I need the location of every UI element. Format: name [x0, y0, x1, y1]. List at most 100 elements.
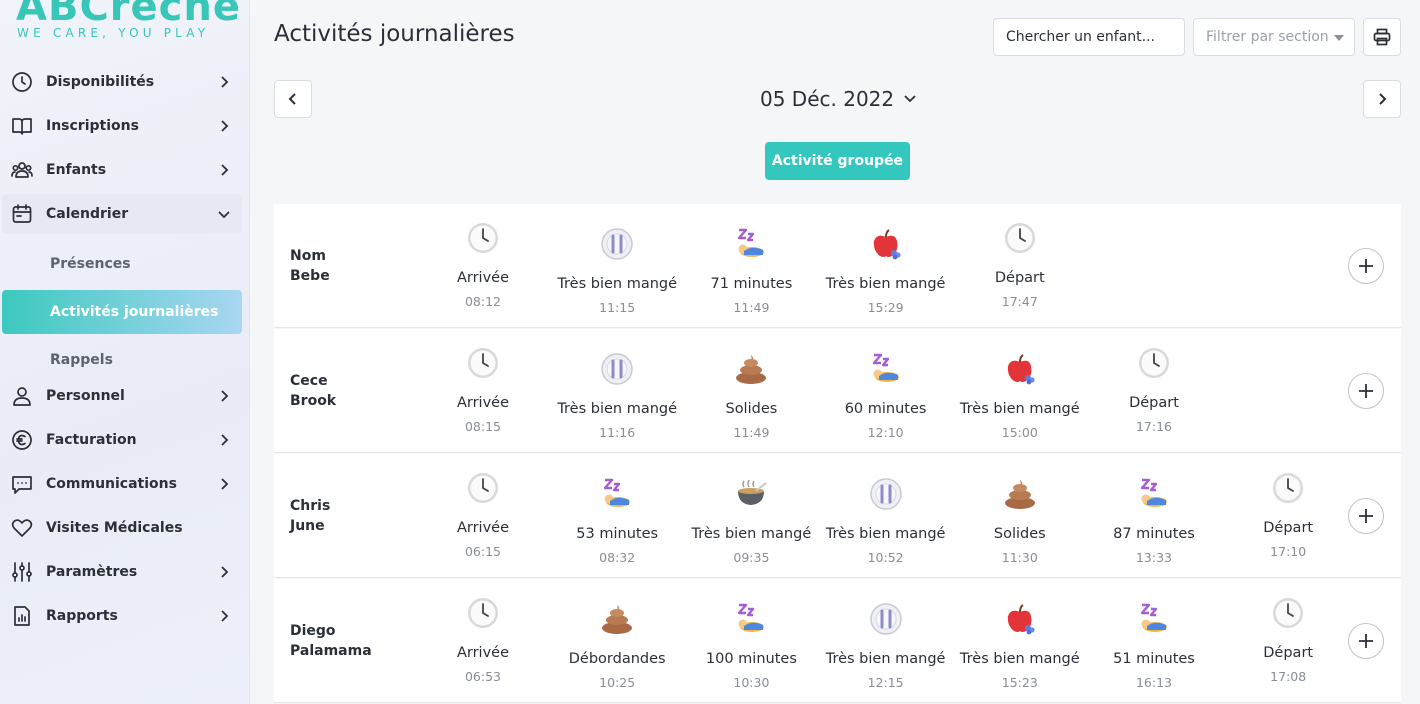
menu-item[interactable]: Inscriptions	[2, 106, 242, 146]
icon	[601, 228, 633, 260]
activity[interactable]: Très bien mangé 15:29	[819, 224, 953, 315]
activity[interactable]: Départ 17:08	[1221, 593, 1355, 684]
activity[interactable]: Très bien mangé 11:15	[550, 224, 684, 315]
activity[interactable]: 53 minutes 08:32	[550, 474, 684, 565]
menu-label: Visites Médicales	[46, 520, 183, 536]
icon	[873, 229, 901, 260]
chevron-right	[1379, 93, 1387, 105]
activity[interactable]: Très bien mangé 15:23	[953, 599, 1087, 690]
submenu-item[interactable]: Rappels	[50, 352, 113, 368]
activity[interactable]: 71 minutes 11:49	[684, 224, 818, 315]
activity-icon	[819, 224, 953, 264]
icon	[468, 473, 498, 503]
child-name: Diego Palamama	[290, 621, 372, 661]
menu-arrow	[221, 390, 229, 402]
activity[interactable]: Arrivée 06:53	[416, 593, 550, 684]
activity[interactable]: 51 minutes 16:13	[1087, 599, 1221, 690]
activity[interactable]: Très bien mangé 12:15	[819, 599, 953, 690]
add-activity-button[interactable]	[1348, 248, 1384, 284]
activity[interactable]: Solides 11:30	[953, 474, 1087, 565]
add-activity-button[interactable]	[1348, 373, 1384, 409]
activity[interactable]: Très bien mangé 09:35	[684, 474, 818, 565]
submenu-item[interactable]: Activités journalières	[2, 290, 242, 334]
activity-time: 11:49	[733, 300, 770, 315]
activity-time: 15:23	[1001, 675, 1038, 690]
activity-icon	[953, 218, 1087, 258]
first-name: Diego	[290, 623, 336, 639]
menu-icon	[12, 118, 32, 135]
activity[interactable]: Débordandes 10:25	[550, 599, 684, 690]
activity-time: 08:15	[464, 419, 502, 434]
menu-item[interactable]: Paramètres	[2, 552, 242, 592]
activity-time: 10:30	[733, 675, 770, 690]
next-day-button[interactable]	[1363, 80, 1401, 118]
submenu-item[interactable]: Présences	[50, 256, 131, 272]
activity-label: 51 minutes	[1113, 651, 1195, 667]
activity-icon	[550, 349, 684, 389]
icon	[1359, 634, 1373, 648]
activity-icon	[819, 474, 953, 514]
activity[interactable]: Solides 11:49	[684, 349, 818, 440]
activity-label: Très bien mangé	[825, 651, 946, 667]
activity-icon	[953, 349, 1087, 389]
activity-time: 11:16	[599, 425, 636, 440]
prev-day-button[interactable]	[274, 80, 312, 118]
child-name: Cece Brook	[290, 371, 336, 411]
menu-label: Calendrier	[46, 206, 129, 222]
last-name: Palamama	[290, 643, 372, 659]
menu-item[interactable]: Rapports	[2, 596, 242, 636]
menu-label: Rapports	[46, 608, 118, 624]
menu-item[interactable]: Enfants	[2, 150, 242, 190]
activity[interactable]: Arrivée 08:12	[416, 218, 550, 309]
menu-item[interactable]: Disponibilités	[2, 62, 242, 102]
activity-icon	[684, 349, 818, 389]
activity-label: Départ	[1129, 395, 1179, 411]
activity[interactable]: 87 minutes 13:33	[1087, 474, 1221, 565]
activity-icon	[550, 599, 684, 639]
activity[interactable]: Très bien mangé 10:52	[819, 474, 953, 565]
menu-label: Enfants	[46, 162, 107, 178]
icon	[869, 478, 902, 510]
activity[interactable]: Très bien mangé 15:00	[953, 349, 1087, 440]
activity[interactable]: 100 minutes 10:30	[684, 599, 818, 690]
icon	[738, 603, 765, 632]
icon	[1007, 604, 1035, 635]
icon	[1140, 478, 1167, 507]
child-row: Nom Bebe Arrivée 08:12 Très bien mangé 11:15 7…	[274, 204, 1401, 328]
child-row: Chris June Arrivée 06:15 53 minutes 08:32 Très…	[274, 454, 1401, 578]
child-row: Diego Palamama Arrivée 06:53 Débordandes 10:2…	[274, 579, 1401, 703]
menu-item[interactable]: Visites Médicales	[2, 508, 242, 548]
activity[interactable]: Départ 17:10	[1221, 468, 1355, 559]
last-name: June	[290, 518, 325, 534]
activity-label: Départ	[994, 270, 1045, 286]
add-activity-button[interactable]	[1348, 498, 1384, 534]
icon	[1139, 348, 1169, 378]
group-activity-button[interactable]: Activité groupée	[765, 142, 910, 180]
activity[interactable]: Départ 17:47	[953, 218, 1087, 309]
activity-time: 11:30	[1001, 550, 1038, 565]
print-button[interactable]	[1363, 18, 1401, 56]
logo[interactable]: ABCreche	[16, 0, 241, 30]
activity-label: Arrivée	[456, 645, 510, 661]
section-filter[interactable]: Filtrer par section	[1193, 18, 1355, 56]
activity[interactable]: Arrivée 06:15	[416, 468, 550, 559]
activity[interactable]: Arrivée 08:15	[416, 343, 550, 434]
activity[interactable]: Très bien mangé 11:16	[550, 349, 684, 440]
menu-item[interactable]: Facturation	[2, 420, 242, 460]
activity[interactable]: 60 minutes 12:10	[819, 349, 953, 440]
activity-time: 06:53	[464, 669, 502, 684]
last-name: Brook	[290, 393, 337, 409]
activity[interactable]: Départ 17:16	[1087, 343, 1221, 434]
date-picker[interactable]: 05 Déc. 2022	[760, 87, 916, 111]
menu-item[interactable]: Communications	[2, 464, 242, 504]
activity-icon	[953, 474, 1087, 514]
main: Activités journalières Chercher un enfan…	[251, 0, 1420, 704]
activity-label: 100 minutes	[705, 651, 797, 667]
menu-item[interactable]: Personnel	[2, 376, 242, 416]
add-activity-button[interactable]	[1348, 623, 1384, 659]
activity-time: 17:16	[1135, 419, 1173, 434]
activity-icon	[416, 593, 550, 633]
menu-item[interactable]: Calendrier	[2, 194, 242, 234]
activity-icon	[416, 468, 550, 508]
search-input[interactable]: Chercher un enfant...	[993, 18, 1185, 56]
